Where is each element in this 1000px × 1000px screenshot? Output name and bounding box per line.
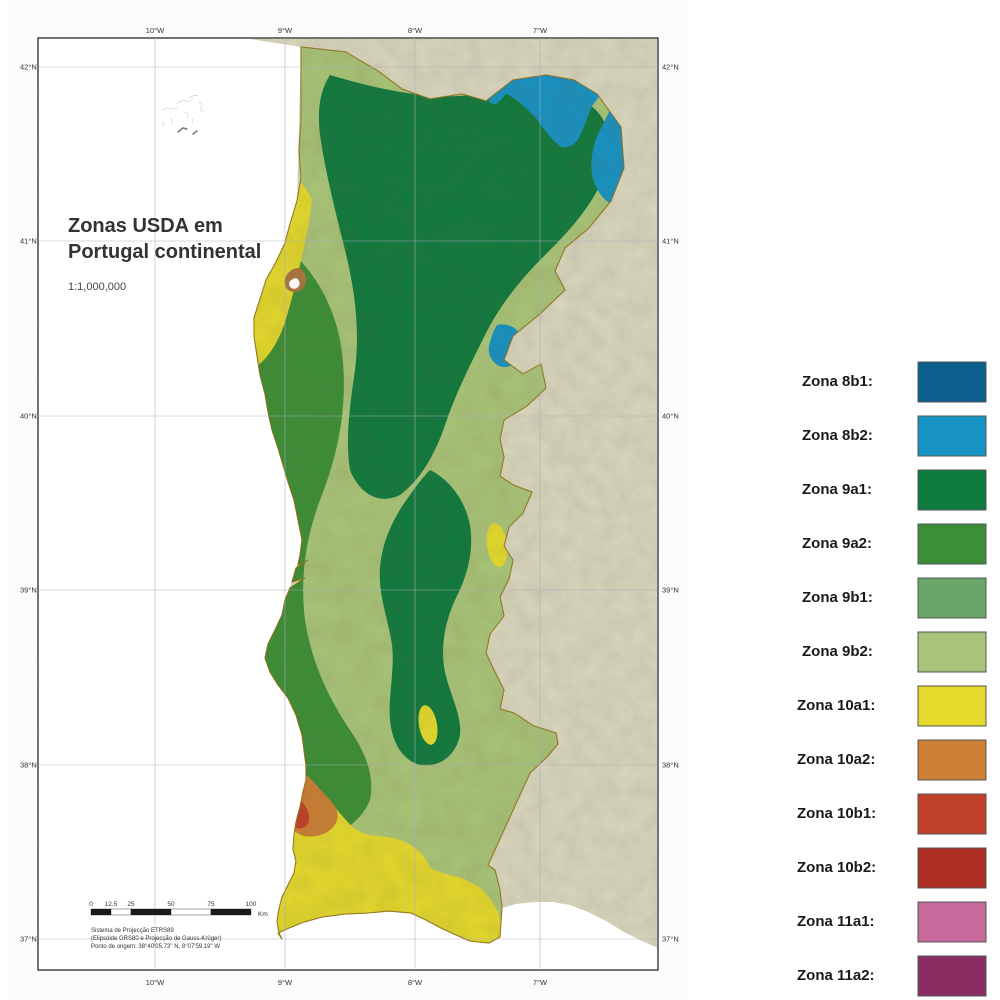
svg-text:37°N: 37°N bbox=[20, 935, 37, 944]
svg-text:41°N: 41°N bbox=[662, 237, 679, 246]
svg-text:Zona 9b1:: Zona 9b1: bbox=[802, 589, 873, 606]
svg-text:Sistema de Projecção ETRS89: Sistema de Projecção ETRS89 bbox=[91, 928, 174, 934]
svg-text:38°N: 38°N bbox=[662, 761, 679, 770]
svg-text:7°W: 7°W bbox=[533, 26, 548, 35]
svg-text:12.5: 12.5 bbox=[105, 901, 118, 908]
svg-text:Zona 10a1:: Zona 10a1: bbox=[797, 697, 875, 714]
svg-text:8°W: 8°W bbox=[408, 978, 423, 987]
svg-text:50: 50 bbox=[167, 901, 175, 908]
svg-text:38°N: 38°N bbox=[20, 761, 37, 770]
svg-text:9°W: 9°W bbox=[278, 26, 293, 35]
svg-text:75: 75 bbox=[207, 901, 215, 908]
svg-text:40°N: 40°N bbox=[662, 412, 679, 421]
svg-text:42°N: 42°N bbox=[662, 63, 679, 72]
svg-text:Zona 10b2:: Zona 10b2: bbox=[797, 859, 876, 876]
svg-text:Zonas USDA em: Zonas USDA em bbox=[68, 215, 223, 237]
svg-text:25: 25 bbox=[127, 901, 135, 908]
svg-text:0: 0 bbox=[89, 901, 93, 908]
svg-text:9°W: 9°W bbox=[278, 978, 293, 987]
svg-text:Zona 10b1:: Zona 10b1: bbox=[797, 805, 876, 822]
svg-text:8°W: 8°W bbox=[408, 26, 423, 35]
svg-text:41°N: 41°N bbox=[20, 237, 37, 246]
svg-text:Zona 8b1:: Zona 8b1: bbox=[802, 373, 873, 390]
svg-text:(Elipsóide GRS80 e Projecção d: (Elipsóide GRS80 e Projecção de Gauss-Kr… bbox=[91, 936, 221, 942]
svg-text:37°N: 37°N bbox=[662, 935, 679, 944]
svg-text:Zona 11a2:: Zona 11a2: bbox=[797, 967, 875, 984]
svg-text:Km: Km bbox=[258, 911, 268, 918]
svg-text:1:1,000,000: 1:1,000,000 bbox=[68, 281, 126, 293]
svg-text:Zona 8b2:: Zona 8b2: bbox=[802, 427, 873, 444]
svg-text:7°W: 7°W bbox=[533, 978, 548, 987]
svg-text:39°N: 39°N bbox=[20, 586, 37, 595]
svg-text:10°W: 10°W bbox=[146, 26, 165, 35]
svg-text:Zona 10a2:: Zona 10a2: bbox=[797, 751, 875, 768]
svg-text:100: 100 bbox=[246, 901, 257, 908]
svg-text:Zona 11a1:: Zona 11a1: bbox=[797, 913, 875, 930]
svg-text:40°N: 40°N bbox=[20, 412, 37, 421]
svg-text:Portugal continental: Portugal continental bbox=[68, 241, 261, 263]
svg-text:39°N: 39°N bbox=[662, 586, 679, 595]
svg-text:Zona 9a2:: Zona 9a2: bbox=[802, 535, 872, 552]
svg-text:Zona 9a1:: Zona 9a1: bbox=[802, 481, 872, 498]
svg-text:Ponto de origem: 38°40'05.73'': Ponto de origem: 38°40'05.73'' N, 8°07'5… bbox=[91, 944, 220, 950]
svg-text:42°N: 42°N bbox=[20, 63, 37, 72]
svg-text:10°W: 10°W bbox=[146, 978, 165, 987]
svg-text:Zona 9b2:: Zona 9b2: bbox=[802, 643, 873, 660]
